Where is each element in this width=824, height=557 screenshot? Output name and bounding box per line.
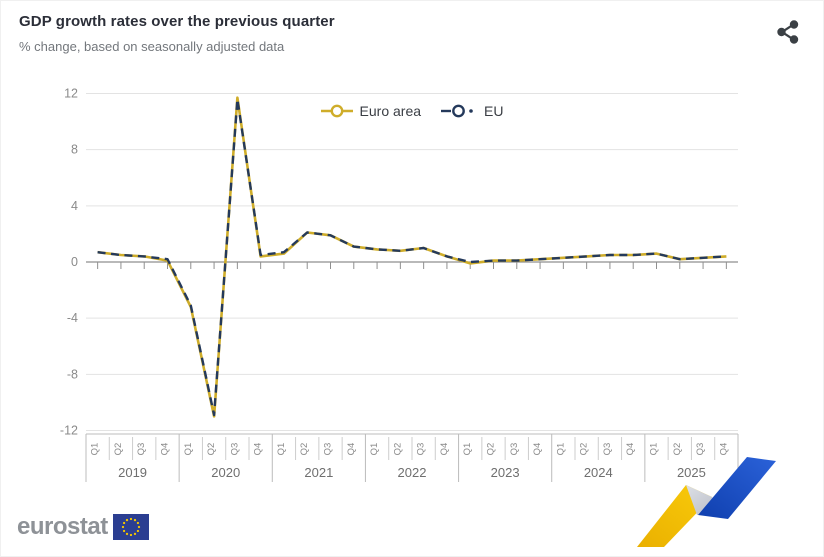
quarter-label: Q4 — [625, 443, 636, 456]
quarter-label: Q4 — [253, 443, 264, 456]
quarter-label: Q2 — [113, 443, 124, 456]
quarter-label: Q1 — [555, 443, 566, 456]
flag-star — [129, 517, 132, 521]
quarter-label: Q3 — [416, 443, 427, 456]
legend-label-eu: EU — [484, 103, 504, 119]
y-axis-label: -8 — [67, 367, 78, 381]
header: GDP growth rates over the previous quart… — [19, 13, 335, 54]
eu-flag-icon — [112, 514, 149, 540]
y-axis-label: -4 — [67, 311, 78, 325]
quarter-label: Q2 — [206, 443, 217, 456]
quarter-label: Q2 — [299, 443, 310, 456]
quarter-label: Q4 — [532, 443, 543, 456]
year-label: 2019 — [118, 465, 147, 480]
flag-star — [137, 525, 140, 529]
quarter-label: Q2 — [672, 443, 683, 456]
flag-star — [125, 518, 128, 522]
flag-star — [136, 529, 139, 533]
year-label: 2024 — [584, 465, 613, 480]
year-label: 2023 — [491, 465, 520, 480]
quarter-label: Q2 — [579, 443, 590, 456]
quarter-label: Q4 — [439, 443, 450, 456]
chart-legend: Euro area EU — [86, 100, 738, 122]
quarter-label: Q1 — [649, 443, 660, 456]
y-axis-label: 0 — [71, 255, 78, 269]
legend-item-euro-area[interactable]: Euro area — [320, 103, 422, 119]
eurostat-logo: eurostat — [17, 513, 149, 541]
quarter-label: Q2 — [486, 443, 497, 456]
quarter-label: Q3 — [136, 443, 147, 456]
quarter-label: Q2 — [392, 443, 403, 456]
flag-star — [136, 521, 139, 525]
y-axis-label: 12 — [64, 87, 78, 101]
quarter-label: Q1 — [276, 443, 287, 456]
quarter-label: Q3 — [602, 443, 613, 456]
euro-area-line[interactable] — [97, 96, 727, 418]
y-axis-label: 8 — [71, 143, 78, 157]
quarter-label: Q1 — [369, 443, 380, 456]
quarter-label: Q4 — [718, 443, 729, 456]
flag-star — [121, 525, 124, 529]
flag-star — [122, 521, 125, 525]
flag-star — [133, 518, 136, 522]
legend-label-euro-area: Euro area — [359, 103, 422, 119]
eurostat-ribbon-decoration-icon — [637, 457, 776, 547]
quarter-label: Q3 — [509, 443, 520, 456]
flag-star — [125, 532, 128, 536]
ribbon-blue-segment — [698, 457, 776, 519]
flag-star — [133, 532, 136, 536]
quarter-label: Q4 — [160, 443, 171, 456]
euro-area-marker-icon — [320, 104, 353, 118]
flag-star — [122, 529, 125, 533]
y-axis-label: -12 — [60, 423, 78, 437]
year-label: 2022 — [398, 465, 427, 480]
quarter-label: Q1 — [462, 443, 473, 456]
y-axis-label: 4 — [71, 199, 78, 213]
flag-star — [129, 533, 132, 537]
quarter-label: Q3 — [695, 443, 706, 456]
year-label: 2021 — [304, 465, 333, 480]
gdp-growth-line-chart: 12 8 4 0 -4 -8 -12 Q1 Q2 Q3 Q4 Q1 Q2 Q3 Q4 Q1 Q2 Q3 Q4 Q1 Q2… — [60, 87, 739, 482]
eurostat-logo-text: eurostat — [17, 513, 108, 540]
legend-item-eu[interactable]: EU — [441, 103, 503, 119]
year-label: 2025 — [677, 465, 706, 480]
page-subtitle: % change, based on seasonally adjusted d… — [19, 39, 285, 54]
quarter-label: Q1 — [90, 443, 101, 456]
quarter-label: Q1 — [183, 443, 194, 456]
share-icon[interactable] — [775, 19, 801, 45]
quarter-label: Q3 — [323, 443, 334, 456]
quarter-label: Q3 — [229, 443, 240, 456]
year-label: 2020 — [211, 465, 240, 480]
eu-marker-icon — [441, 104, 473, 118]
page-title: GDP growth rates over the previous quart… — [19, 13, 335, 30]
eu-line[interactable] — [97, 97, 727, 417]
quarter-label: Q4 — [346, 443, 357, 456]
